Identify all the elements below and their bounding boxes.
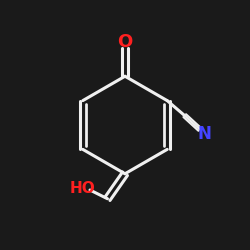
Text: N: N: [197, 125, 211, 143]
Text: HO: HO: [70, 181, 96, 196]
Text: O: O: [118, 33, 132, 51]
